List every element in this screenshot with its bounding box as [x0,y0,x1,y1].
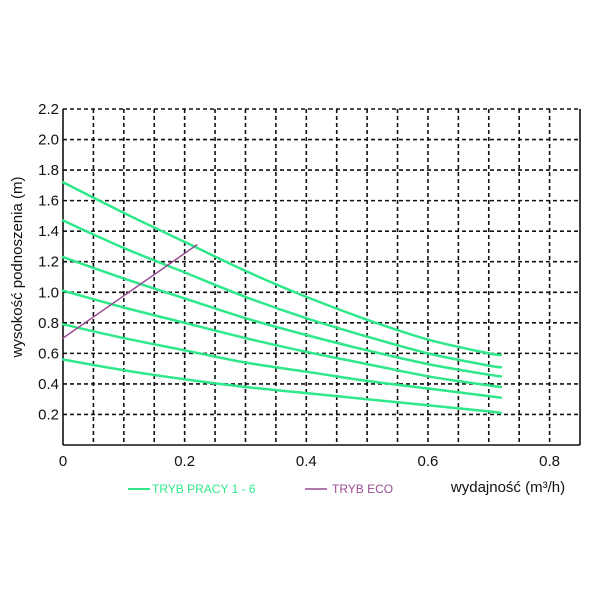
y-tick-label: 0.6 [38,345,59,362]
y-axis-title: wysokość podnoszenia (m) [9,177,26,359]
axis-ticks: 0 0.2 0.4 0.6 0.8 0.2 0.4 0.6 0.8 1.0 1.2 1.4 1.6 1.8… [38,101,560,470]
x-tick-label: 0 [59,453,67,470]
series-line-mode-4 [61,289,503,389]
y-tick-label: 2.0 [38,132,59,149]
series-line-mode-5 [61,323,503,399]
series-line-eco [62,244,198,339]
legend-label-eco: TRYB ECO [332,482,393,496]
legend: TRYB PRACY 1 - 6 TRYB ECO [128,482,393,496]
y-tick-label: 1.8 [38,162,59,179]
y-tick-label: 0.2 [38,406,59,423]
series-line-mode-3 [61,255,503,378]
y-tick-label: 1.2 [38,254,59,271]
x-tick-label: 0.2 [174,453,195,470]
y-tick-label: 1.4 [38,223,59,240]
x-tick-label: 0.6 [418,453,439,470]
series-line-mode-1 [61,181,503,357]
grid [62,108,581,446]
series-lines [61,181,503,415]
y-tick-label: 1.6 [38,193,59,210]
y-tick-label: 2.2 [38,101,59,118]
legend-label-work-modes: TRYB PRACY 1 - 6 [152,482,256,496]
series-line-mode-6 [61,358,503,415]
x-tick-label: 0.8 [539,453,560,470]
y-tick-label: 0.4 [38,376,59,393]
y-tick-label: 1.0 [38,284,59,301]
series-line-mode-2 [61,219,503,369]
x-tick-label: 0.4 [296,453,317,470]
y-tick-label: 0.8 [38,315,59,332]
x-axis-title: wydajność (m³/h) [450,479,565,496]
